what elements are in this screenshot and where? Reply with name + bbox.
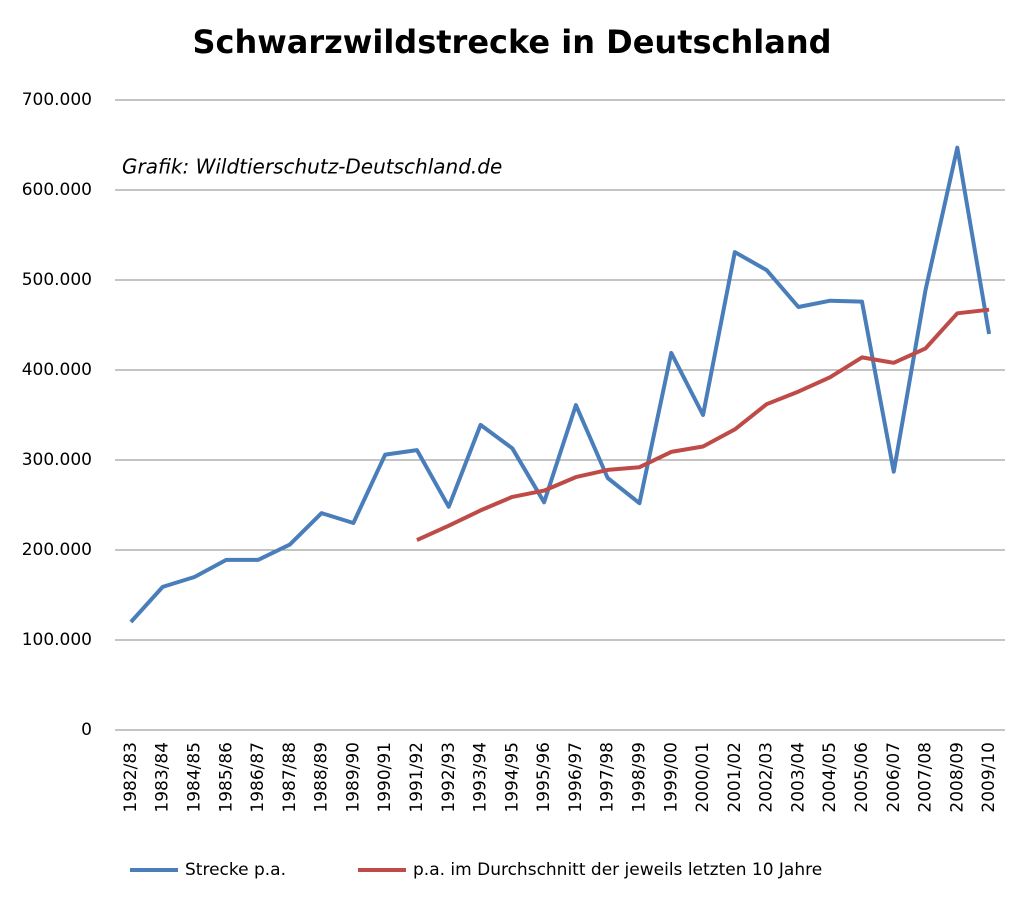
series-line [129, 145, 992, 624]
x-tick-label: 2006/07 [884, 742, 904, 813]
y-tick-label: 0 [81, 720, 92, 740]
x-tick-label: 2009/10 [979, 742, 999, 813]
x-tick-label: 1988/89 [312, 742, 332, 813]
legend-label: p.a. im Durchschnitt der jeweils letzten… [413, 860, 822, 880]
chart-title: Schwarzwildstrecke in Deutschland [192, 23, 831, 61]
y-tick-label: 600.000 [22, 180, 92, 200]
x-tick-label: 2007/08 [916, 742, 936, 813]
x-tick-label: 1992/93 [439, 742, 459, 813]
x-tick-label: 2000/01 [693, 742, 713, 813]
y-tick-label: 300.000 [22, 450, 92, 470]
x-tick-label: 1984/85 [184, 742, 204, 813]
x-tick-label: 2002/03 [757, 742, 777, 813]
x-tick-label: 2008/09 [947, 742, 967, 813]
x-tick-label: 1983/84 [153, 742, 173, 813]
annotation: Grafik: Wildtierschutz-Deutschland.de [122, 155, 502, 179]
x-tick-label: 1982/83 [121, 742, 141, 813]
x-tick-label: 1999/00 [661, 742, 681, 813]
x-tick-label: 1991/92 [407, 742, 427, 813]
x-tick-label: 1987/88 [280, 742, 300, 813]
x-tick-label: 1995/96 [534, 742, 554, 813]
x-tick-label: 1996/97 [566, 742, 586, 813]
x-tick-label: 1993/94 [471, 742, 491, 813]
y-tick-label: 200.000 [22, 540, 92, 560]
x-tick-label: 1998/99 [629, 742, 649, 813]
x-tick-label: 1986/87 [248, 742, 268, 813]
y-tick-label: 700.000 [22, 90, 92, 110]
x-tick-label: 1989/90 [343, 742, 363, 813]
legend-label: Strecke p.a. [185, 860, 286, 880]
y-tick-label: 500.000 [22, 270, 92, 290]
x-tick-label: 1990/91 [375, 742, 395, 813]
x-tick-label: 2003/04 [788, 742, 808, 813]
x-tick-label: 1994/95 [502, 742, 522, 813]
x-tick-label: 1997/98 [598, 742, 618, 813]
x-tick-label: 2005/06 [852, 742, 872, 813]
y-tick-label: 400.000 [22, 360, 92, 380]
y-tick-label: 100.000 [22, 630, 92, 650]
x-tick-label: 1985/86 [216, 742, 236, 813]
x-tick-label: 2004/05 [820, 742, 840, 813]
series-line [416, 307, 990, 542]
x-tick-label: 2001/02 [725, 742, 745, 813]
